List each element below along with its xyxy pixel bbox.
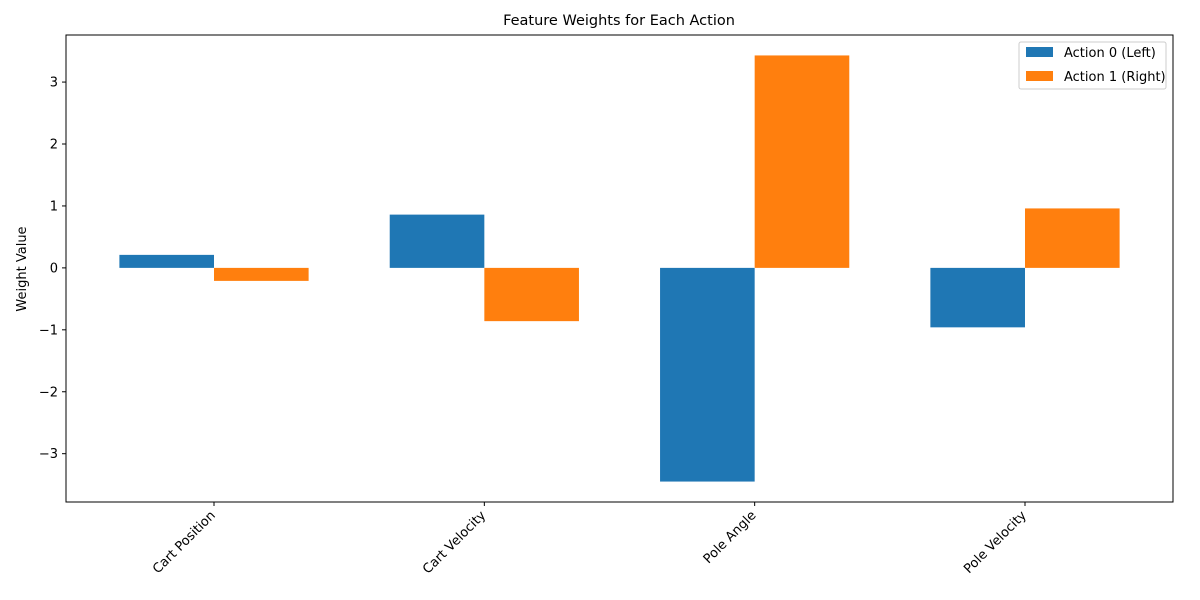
legend-label-action-1: Action 1 (Right) <box>1064 70 1166 85</box>
bar-series-1-2 <box>754 55 850 268</box>
y-tick-label: −1 <box>39 323 58 338</box>
legend-swatch-action-1 <box>1026 71 1053 81</box>
legend-label-action-0: Action 0 (Left) <box>1064 46 1156 61</box>
legend: Action 0 (Left) Action 1 (Right) <box>1018 41 1167 90</box>
y-axis: 3 2 1 0 −1 −2 −3 <box>39 76 66 462</box>
bar-series-1-0 <box>214 267 309 281</box>
y-tick-label: 2 <box>50 138 58 153</box>
y-tick-label: −3 <box>39 447 58 462</box>
bars-group <box>119 55 1120 482</box>
legend-box <box>1018 41 1167 90</box>
bar-series-0-1 <box>389 214 485 268</box>
y-tick-label: 1 <box>50 199 58 214</box>
y-tick-label: −2 <box>39 385 58 400</box>
y-axis-label: Weight Value <box>15 226 30 311</box>
y-tick-label: 0 <box>50 261 58 276</box>
bar-series-0-0 <box>119 254 215 268</box>
y-tick-label: 3 <box>50 76 58 91</box>
legend-swatch-action-0 <box>1026 47 1053 57</box>
chart-title: Feature Weights for Each Action <box>503 13 735 29</box>
plot-frame <box>65 34 1174 503</box>
bar-series-0-3 <box>930 267 1025 328</box>
bar-series-1-3 <box>1024 208 1120 268</box>
bar-series-0-2 <box>660 267 755 482</box>
bar-series-1-1 <box>484 267 579 322</box>
